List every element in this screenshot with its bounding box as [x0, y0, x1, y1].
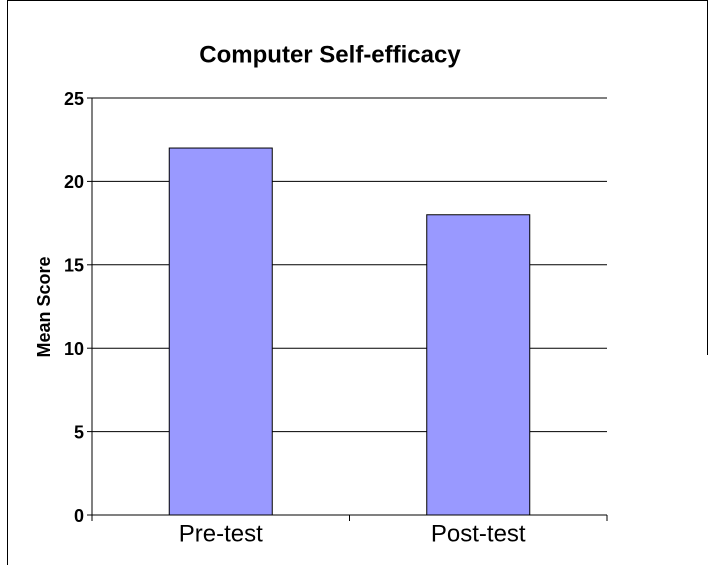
y-tick-label: 15 — [64, 256, 84, 276]
chart-frame — [7, 0, 708, 565]
x-tick-label: Pre-test — [179, 520, 263, 547]
bar — [168, 147, 273, 516]
chart-title: Computer Self-efficacy — [199, 41, 461, 68]
y-tick-label: 10 — [64, 339, 84, 359]
y-tick-label: 0 — [74, 506, 84, 526]
y-tick-label: 5 — [74, 422, 84, 442]
y-axis-label: Mean Score — [34, 256, 54, 357]
y-tick-label: 25 — [64, 89, 84, 109]
y-tick-label: 20 — [64, 172, 84, 192]
x-tick-label: Post-test — [431, 520, 526, 547]
bar — [426, 214, 531, 516]
